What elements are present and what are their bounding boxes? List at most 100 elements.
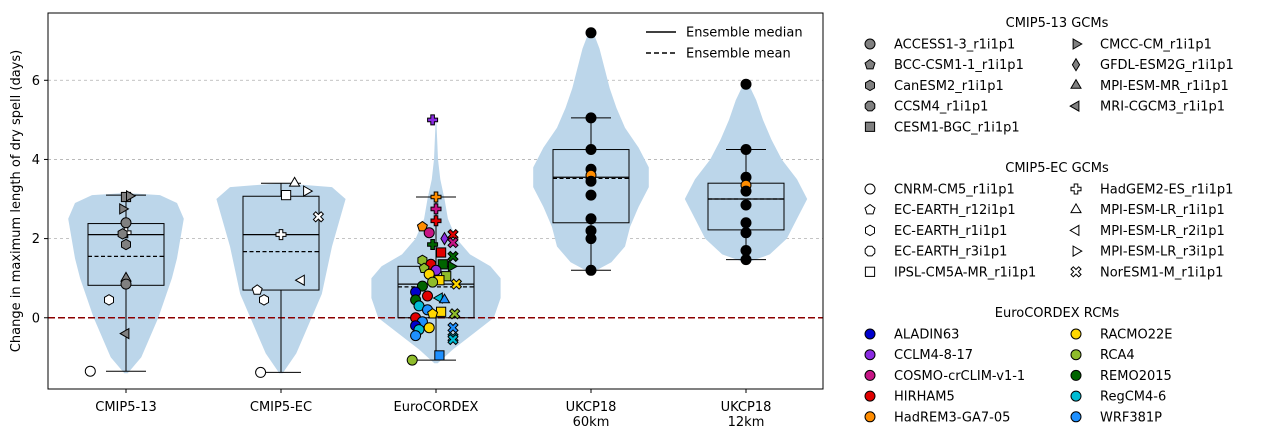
data-point: [303, 185, 314, 197]
data-point: [275, 229, 287, 241]
data-point: [125, 190, 137, 202]
data-point: [416, 220, 428, 232]
data-point: [119, 327, 130, 340]
legend-item-label: CNRM-CM5_r1i1p1: [894, 183, 1015, 198]
legend-item-label: RACMO22E: [1100, 328, 1172, 343]
x-tick-label: UKCP18: [721, 400, 772, 415]
iqr-box: [242, 195, 320, 291]
data-point: [740, 185, 752, 197]
data-point: [120, 217, 132, 229]
model-points: [84, 27, 752, 378]
data-point: [740, 254, 752, 266]
legend-item-label: COSMO-crCLIM-v1-1: [894, 369, 1025, 384]
legend-marker: [1071, 57, 1081, 72]
data-point: [740, 144, 752, 155]
legend-item-label: MPI-ESM-LR_r3i1p1: [1100, 245, 1225, 260]
data-point: [447, 250, 459, 263]
legend-marker: [864, 349, 876, 361]
legend-item-label: CMCC-CM_r1i1p1: [1100, 38, 1212, 53]
x-tick-label: CMIP5-EC: [250, 400, 312, 415]
data-point: [585, 144, 597, 155]
x-tick-label: UKCP18: [566, 400, 617, 415]
data-point: [438, 293, 451, 304]
data-point: [251, 284, 263, 295]
data-point: [585, 27, 597, 39]
data-point: [423, 227, 435, 239]
data-point: [440, 231, 449, 246]
legend-item-label: GFDL-ESM2G_r1i1p1: [1100, 58, 1234, 73]
data-point: [410, 330, 422, 342]
x-tick-label: CMIP5-13: [95, 400, 156, 415]
legend-marker: [1072, 38, 1083, 50]
legend-marker: [864, 38, 876, 50]
violin-body: [216, 183, 346, 374]
data-point: [434, 350, 445, 361]
legend-marker: [1069, 224, 1080, 237]
data-point: [294, 274, 305, 287]
data-point: [427, 276, 439, 288]
data-point: [447, 236, 459, 249]
data-point: [585, 175, 597, 187]
data-point: [437, 259, 448, 270]
data-point: [422, 290, 433, 302]
data-point: [312, 211, 325, 223]
legend-marker: [1072, 245, 1083, 257]
legend-marker: [864, 411, 876, 423]
legend-item-label: RCA4: [1100, 348, 1135, 363]
legend-marker: [1070, 411, 1082, 423]
legend-item-label: EC-EARTH_r12i1p1: [894, 203, 1016, 218]
data-point: [281, 190, 292, 201]
data-point: [585, 112, 597, 124]
data-point: [740, 227, 752, 239]
data-point: [120, 278, 132, 290]
legend-item-label: REMO2015: [1100, 369, 1172, 384]
data-point: [406, 354, 418, 366]
legend-item-label: MPI-ESM-LR_r2i1p1: [1100, 224, 1225, 239]
data-point: [423, 322, 435, 334]
x-tick-label: EuroCORDEX: [394, 400, 479, 415]
data-point: [585, 233, 597, 245]
data-point: [84, 365, 96, 377]
inner-legend-label: Ensemble mean: [686, 47, 791, 62]
data-point: [427, 239, 439, 250]
data-point: [430, 191, 442, 203]
legend-marker: [1070, 369, 1082, 381]
y-tick-label: 4: [32, 153, 40, 168]
legend-item-label: HadGEM2-ES_r1i1p1: [1100, 183, 1233, 198]
legend-item-label: ALADIN63: [894, 328, 959, 343]
legend-marker: [864, 203, 876, 215]
y-axis-label: Change in maximum length of dry spell (d…: [9, 50, 24, 352]
data-point: [427, 114, 439, 126]
legend-marker: [864, 328, 876, 340]
data-point: [436, 306, 447, 317]
legend-item-label: MPI-ESM-LR_r1i1p1: [1100, 203, 1225, 218]
legend-item-label: CCSM4_r1i1p1: [894, 100, 988, 115]
legend-item-label: ACCESS1-3_r1i1p1: [894, 38, 1015, 53]
x-tick-label: 12km: [728, 415, 765, 430]
data-point: [585, 213, 597, 225]
legend-group-title: CMIP5-13 GCMs: [1006, 16, 1109, 31]
data-point: [121, 238, 131, 251]
data-point: [740, 78, 752, 90]
legend-marker: [865, 79, 875, 92]
legend-item-label: CanESM2_r1i1p1: [894, 79, 1004, 94]
legend-marker: [864, 390, 876, 402]
data-point: [427, 307, 439, 319]
data-point: [450, 278, 463, 290]
inner-legend: Ensemble median Ensemble mean: [646, 26, 803, 62]
legend-marker: [864, 266, 876, 277]
data-point: [447, 321, 459, 334]
legend-marker: [1070, 349, 1082, 361]
data-point: [585, 189, 597, 201]
data-point: [447, 333, 459, 346]
legend-item-label: MRI-CGCM3_r1i1p1: [1100, 100, 1225, 115]
data-point: [740, 245, 752, 256]
legend-marker: [864, 245, 876, 257]
data-point: [436, 247, 447, 258]
legend-item-label: MPI-ESM-MR_r1i1p1: [1100, 79, 1229, 94]
legend-item-label: EC-EARTH_r1i1p1: [894, 224, 1007, 239]
legend-marker: [864, 369, 876, 381]
legend-marker: [1069, 100, 1080, 112]
